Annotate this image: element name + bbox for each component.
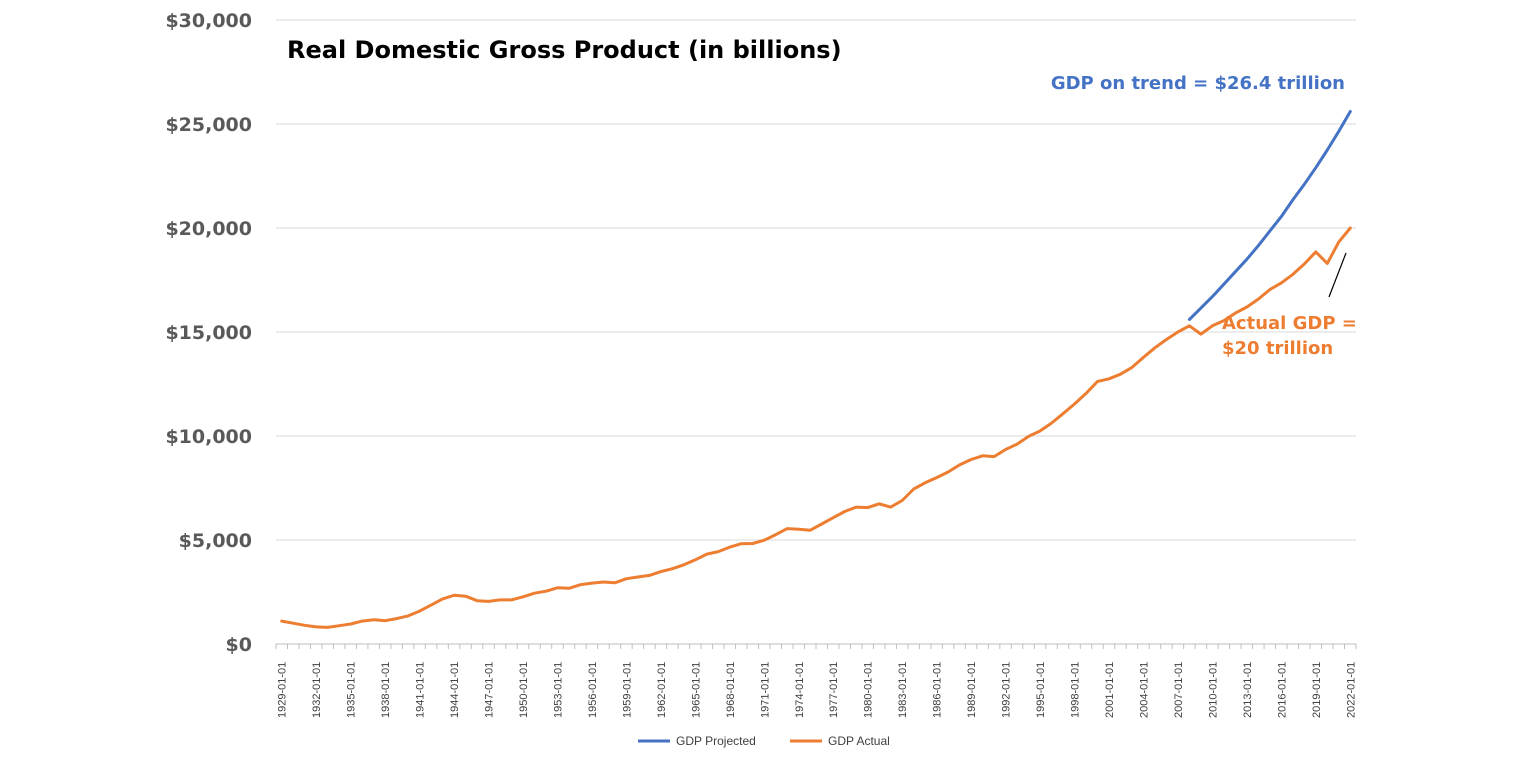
x-tick-label: 1947-01-01 (484, 662, 496, 718)
y-axis-tick-labels: $0 $5,000 $10,000 $15,000 $20,000 $25,000 $30,… (165, 10, 252, 656)
x-tick-label: 1950-01-01 (518, 662, 530, 718)
x-tick-label: 1929-01-01 (277, 662, 289, 718)
series-lines (280, 110, 1352, 629)
x-tick-label: 1932-01-01 (311, 662, 323, 718)
x-tick-label: 1974-01-01 (794, 662, 806, 718)
x-tick-label: 1953-01-01 (552, 662, 564, 718)
legend-label-projected: GDP Projected (676, 734, 756, 748)
x-tick-label: 1989-01-01 (966, 662, 978, 718)
y-tick-label: $5,000 (179, 530, 252, 552)
x-tick-label: 2004-01-01 (1138, 662, 1150, 718)
x-tick-label: 2019-01-01 (1311, 662, 1323, 718)
x-tick-label: 1992-01-01 (1001, 662, 1013, 718)
x-tick-label: 1965-01-01 (690, 662, 702, 718)
legend-label-actual: GDP Actual (828, 734, 890, 748)
gridlines (276, 19, 1356, 541)
x-tick-label: 1995-01-01 (1035, 662, 1047, 718)
actual-gdp-annotation-line2: $20 trillion (1222, 338, 1333, 359)
x-tick-label: 1941-01-01 (415, 662, 427, 718)
series-line-gdp-actual (280, 226, 1352, 629)
chart-title: Real Domestic Gross Product (in billions… (287, 36, 842, 64)
x-axis-tick-labels: 1929-01-01 1932-01-01 1935-01-01 1938-01-01… (277, 662, 1358, 718)
x-tick-label: 1998-01-01 (1070, 662, 1082, 718)
legend: GDP Projected GDP Actual (638, 734, 890, 748)
x-tick-label: 1944-01-01 (449, 662, 461, 718)
x-tick-label: 1935-01-01 (346, 662, 358, 718)
y-tick-label: $25,000 (165, 114, 252, 136)
x-tick-label: 1968-01-01 (725, 662, 737, 718)
y-tick-label: $30,000 (165, 10, 252, 32)
x-tick-label: 2001-01-01 (1104, 662, 1116, 718)
annotation-pointer-line (1328, 252, 1347, 298)
x-tick-label: 1956-01-01 (587, 662, 599, 718)
actual-gdp-annotation-line1: Actual GDP = (1222, 313, 1357, 334)
x-tick-label: 1962-01-01 (656, 662, 668, 718)
y-tick-label: $0 (226, 634, 252, 656)
x-tick-label: 1959-01-01 (621, 662, 633, 718)
x-tick-label: 2016-01-01 (1276, 662, 1288, 718)
series-line-gdp-projected (1187, 110, 1352, 321)
projected-gdp-annotation: GDP on trend = $26.4 trillion (1051, 73, 1345, 94)
x-tick-label: 1986-01-01 (932, 662, 944, 718)
x-tick-label: 1980-01-01 (863, 662, 875, 718)
x-axis (275, 643, 1357, 649)
x-tick-label: 1977-01-01 (828, 662, 840, 718)
y-tick-label: $15,000 (165, 322, 252, 344)
y-tick-label: $20,000 (165, 218, 252, 240)
x-tick-label: 2007-01-01 (1173, 662, 1185, 718)
x-tick-label: 1983-01-01 (897, 662, 909, 718)
x-tick-label: 1971-01-01 (759, 662, 771, 718)
x-tick-label: 2013-01-01 (1242, 662, 1254, 718)
x-tick-label: 1938-01-01 (380, 662, 392, 718)
y-tick-label: $10,000 (165, 426, 252, 448)
x-tick-label: 2010-01-01 (1207, 662, 1219, 718)
x-tick-label: 2022-01-01 (1345, 662, 1357, 718)
